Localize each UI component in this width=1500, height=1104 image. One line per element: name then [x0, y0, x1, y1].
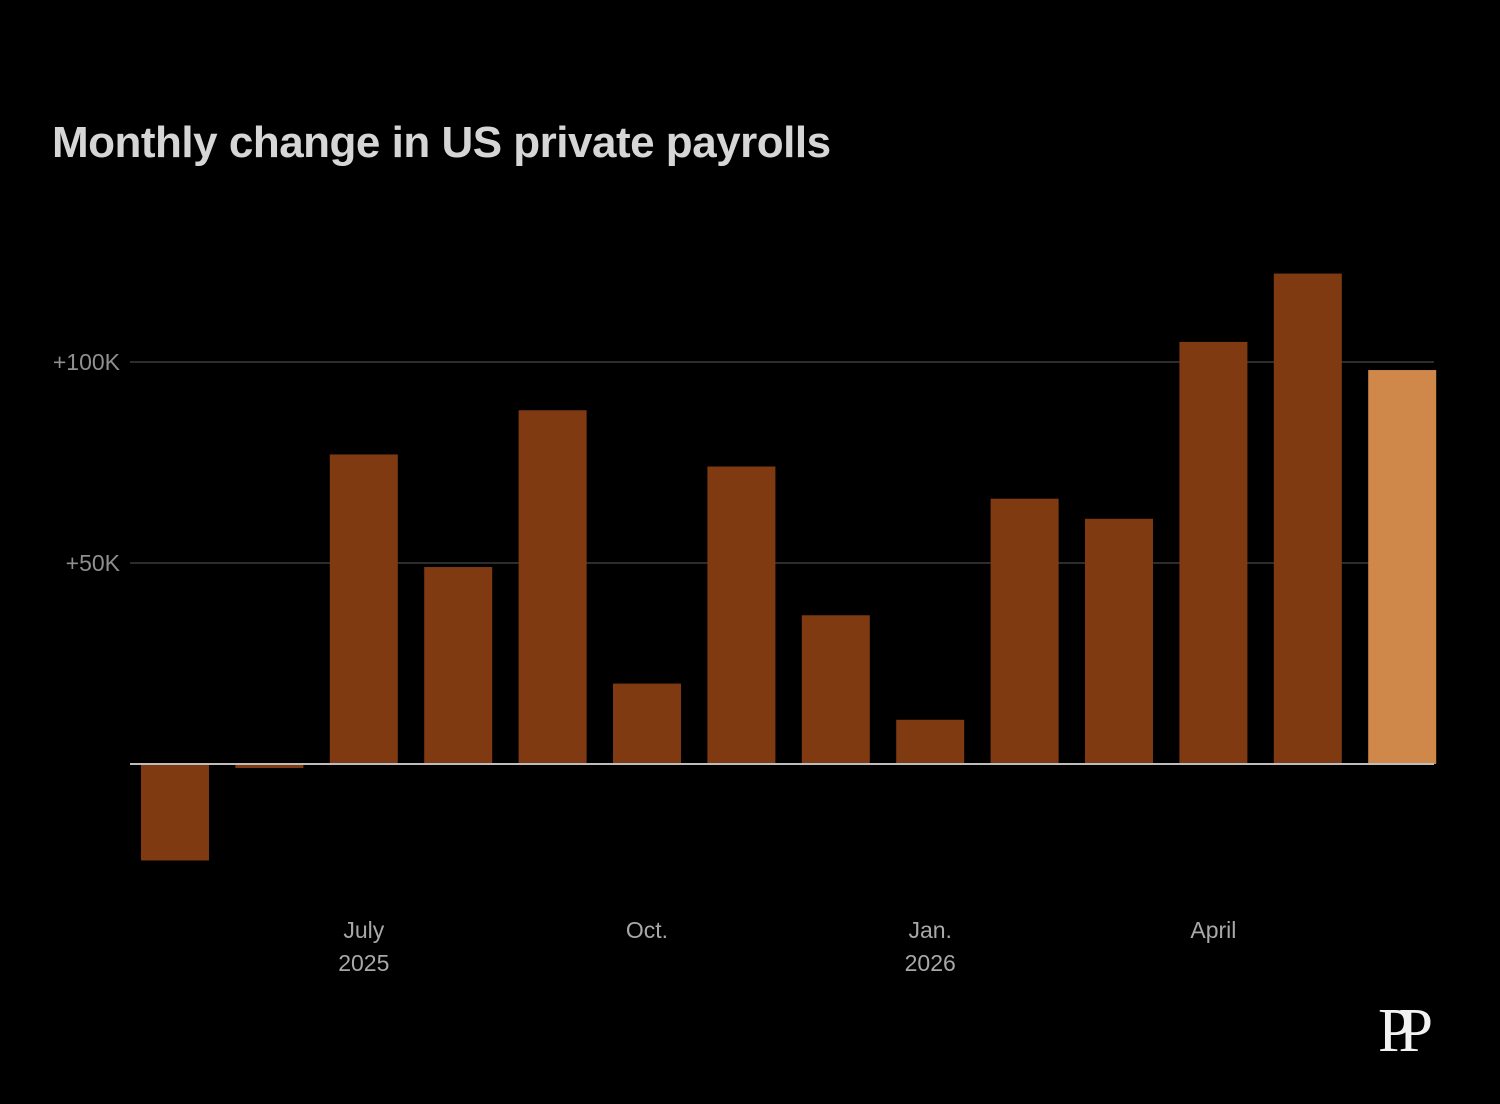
x-tick-label: Jan. [908, 917, 951, 943]
x-tick-label: 2026 [905, 950, 956, 976]
y-tick-label: +50K [66, 550, 121, 576]
x-tick-label: 2025 [338, 950, 389, 976]
bar-2 [235, 764, 304, 769]
bar-1 [141, 764, 209, 861]
bar-8 [801, 615, 870, 764]
bars [141, 273, 1437, 861]
brand-logo: PP [1378, 997, 1433, 1065]
x-tick-labels: July 2025 Oct. Jan. 2026 April [338, 917, 1236, 976]
bar-3 [329, 454, 398, 764]
bar-6 [613, 683, 681, 764]
bar-5 [518, 410, 587, 764]
bar-12 [1179, 341, 1248, 764]
y-tick-labels: +100K +50K [53, 349, 121, 576]
bar-4 [424, 567, 493, 764]
bar-14 [1368, 370, 1437, 764]
chart-title: Monthly change in US private payrolls [52, 118, 831, 167]
bar-9 [896, 719, 965, 764]
x-tick-label: July [343, 917, 384, 943]
y-tick-label: +100K [53, 349, 121, 375]
bar-11 [1085, 518, 1153, 764]
x-tick-label: Oct. [626, 917, 668, 943]
bar-13 [1273, 273, 1342, 764]
x-tick-label: April [1190, 917, 1236, 943]
bar-7 [707, 466, 776, 764]
bar-10 [990, 498, 1059, 764]
